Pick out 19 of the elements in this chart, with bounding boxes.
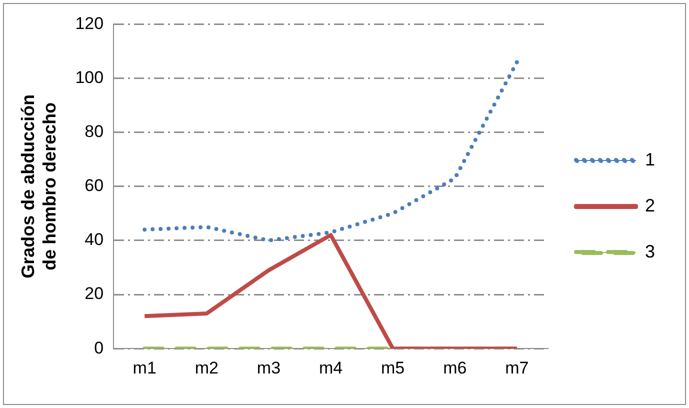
y-tick-label: 120 (75, 14, 104, 33)
x-tick-label: m1 (132, 358, 156, 378)
y-tick-label: 80 (84, 122, 104, 142)
x-tick-label: m5 (381, 358, 405, 378)
legend-label: 3 (644, 241, 656, 262)
x-tick-label: m2 (194, 358, 218, 378)
legend-label: 1 (644, 149, 656, 170)
x-tick-label: m4 (318, 358, 343, 378)
y-tick-label: 20 (84, 284, 104, 304)
y-tick-label: 40 (84, 230, 104, 250)
y-tick-label: 60 (84, 176, 104, 196)
y-tick-label: 100 (75, 68, 104, 87)
x-tick-label: m3 (256, 358, 281, 378)
y-tick-label: 0 (94, 338, 104, 358)
y-axis-title: Grados de abducción de hombro derecho (18, 94, 60, 278)
line-series (142, 60, 519, 242)
x-tick-label: m6 (443, 358, 467, 378)
x-tick-label: m7 (505, 358, 529, 378)
legend-label: 2 (644, 195, 656, 216)
